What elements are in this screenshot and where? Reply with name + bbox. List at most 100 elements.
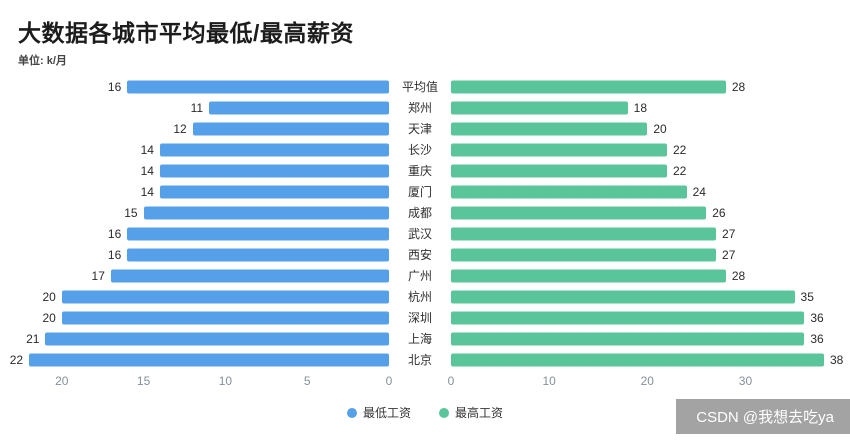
min-value-label: 11	[190, 100, 204, 115]
min-value-label: 20	[42, 289, 56, 304]
min-salary-bar[interactable]	[127, 248, 389, 261]
chart-row: 12 天津 20	[16, 118, 824, 139]
legend-item-min-salary[interactable]: 最低工资	[346, 404, 411, 421]
city-label: 杭州	[407, 290, 432, 304]
max-bar-cell: 36	[451, 328, 824, 349]
min-salary-bar[interactable]	[45, 332, 389, 345]
chart-row: 16 平均值 28	[16, 76, 824, 97]
right-axis-tick: 20	[640, 374, 654, 388]
max-salary-bar[interactable]	[451, 185, 687, 198]
min-salary-bar[interactable]	[61, 311, 389, 324]
max-salary-bar[interactable]	[451, 101, 628, 114]
city-label: 重庆	[407, 164, 432, 178]
min-salary-bar[interactable]	[209, 101, 389, 114]
legend-label-min: 最低工资	[362, 406, 411, 420]
city-label: 平均值	[401, 80, 438, 94]
max-salary-bar[interactable]	[451, 143, 667, 156]
max-value-label: 18	[633, 100, 648, 115]
min-bar-cell: 16	[16, 76, 389, 97]
left-axis-tick: 20	[55, 374, 69, 388]
right-axis-tick: 0	[447, 374, 455, 388]
chart-row: 16 西安 27	[16, 244, 824, 265]
max-salary-bar[interactable]	[451, 353, 824, 366]
city-label: 广州	[407, 269, 432, 283]
min-salary-bar[interactable]	[110, 269, 389, 282]
min-value-label: 16	[107, 247, 122, 262]
legend-item-max-salary[interactable]: 最高工资	[439, 404, 503, 421]
left-axis-tick: 5	[303, 374, 311, 388]
max-salary-bar[interactable]	[451, 206, 707, 219]
min-value-label: 14	[140, 142, 154, 157]
min-salary-legend-dot-icon	[346, 407, 357, 418]
max-salary-bar[interactable]	[451, 227, 717, 240]
max-value-label: 38	[830, 352, 844, 367]
max-bar-cell: 36	[451, 307, 824, 328]
min-value-label: 12	[173, 121, 187, 136]
min-bar-cell: 16	[16, 244, 389, 265]
min-bar-cell: 12	[16, 118, 389, 139]
max-value-label: 20	[653, 121, 667, 136]
min-value-label: 14	[140, 163, 154, 178]
city-label: 成都	[407, 206, 432, 220]
max-value-label: 35	[800, 289, 814, 304]
min-salary-bar[interactable]	[159, 143, 389, 156]
min-bar-cell: 16	[16, 223, 389, 244]
min-salary-bar[interactable]	[143, 206, 389, 219]
max-value-label: 28	[731, 268, 746, 283]
chart-rows: 16 平均值 28 11 郑州 18 12 天津 20 14 长沙 22 14 重庆 22 14 厦门 24 15 成…	[10, 76, 843, 370]
min-value-label: 22	[9, 352, 24, 367]
max-bar-cell: 24	[451, 181, 824, 202]
right-axis-tick: 30	[738, 374, 753, 388]
city-label: 武汉	[407, 227, 432, 241]
min-salary-bar[interactable]	[127, 80, 389, 93]
max-bar-cell: 22	[451, 160, 824, 181]
chart-row: 20 深圳 36	[16, 307, 824, 328]
chart-legend: 最低工资 最高工资	[0, 404, 850, 421]
min-bar-cell: 14	[16, 181, 389, 202]
chart-row: 20 杭州 35	[16, 286, 824, 307]
max-bar-cell: 38	[451, 349, 843, 370]
chart-header: 大数据各城市平均最低/最高薪资 单位: k/月	[0, 0, 850, 68]
min-value-label: 15	[124, 205, 138, 220]
min-bar-cell: 20	[16, 307, 389, 328]
min-bar-cell: 21	[16, 328, 389, 349]
max-salary-bar[interactable]	[451, 269, 726, 282]
chart-row: 14 厦门 24	[16, 181, 824, 202]
min-bar-cell: 17	[16, 265, 389, 286]
min-bar-cell: 22	[10, 349, 389, 370]
max-bar-cell: 28	[451, 76, 824, 97]
max-salary-bar[interactable]	[451, 290, 795, 303]
min-salary-bar[interactable]	[127, 227, 389, 240]
min-bar-cell: 14	[16, 139, 389, 160]
min-salary-bar[interactable]	[159, 164, 389, 177]
max-salary-bar[interactable]	[451, 332, 805, 345]
max-salary-legend-dot-icon	[439, 407, 449, 418]
min-salary-bar[interactable]	[159, 185, 389, 198]
min-bar-cell: 11	[16, 97, 389, 118]
max-salary-bar[interactable]	[451, 248, 717, 261]
left-x-axis: 20 15 10 5 0	[16, 372, 392, 392]
max-salary-bar[interactable]	[451, 122, 648, 135]
max-salary-bar[interactable]	[451, 80, 726, 93]
axis-strip: 20 15 10 5 0 0 10 20 30	[16, 372, 824, 392]
max-value-label: 27	[722, 226, 736, 241]
max-salary-bar[interactable]	[451, 311, 805, 324]
min-salary-bar[interactable]	[29, 353, 389, 366]
min-salary-bar[interactable]	[192, 122, 389, 135]
max-value-label: 28	[731, 79, 746, 94]
max-value-label: 26	[712, 205, 726, 220]
max-bar-cell: 27	[451, 244, 824, 265]
unit-subtitle: 单位: k/月	[18, 55, 67, 67]
city-label: 北京	[407, 353, 432, 367]
city-label: 郑州	[407, 101, 432, 115]
max-value-label: 27	[722, 247, 736, 262]
page-title: 大数据各城市平均最低/最高薪资	[18, 20, 354, 46]
legend-label-max: 最高工资	[455, 406, 504, 420]
max-value-label: 36	[810, 331, 824, 346]
chart-row: 14 长沙 22	[16, 139, 824, 160]
max-salary-bar[interactable]	[451, 164, 667, 177]
axis-gap	[389, 372, 451, 392]
min-salary-bar[interactable]	[61, 290, 389, 303]
city-label: 深圳	[407, 311, 432, 325]
